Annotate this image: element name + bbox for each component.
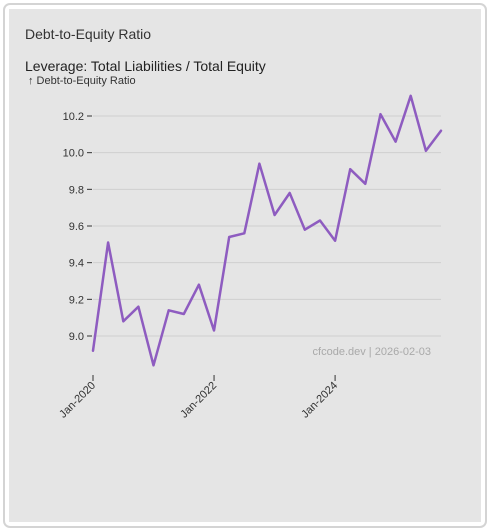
data-point [213,329,215,331]
y-tick-label: 10.0 [63,148,84,160]
data-point [334,240,336,242]
data-point [425,150,427,152]
data-point [92,350,94,352]
x-axis: Jan-2020 Jan-2022 Jan-2024 [57,375,340,421]
data-point [304,229,306,231]
data-point [183,313,185,315]
card-title: Debt-to-Equity Ratio [25,26,152,42]
y-tick-label: 9.0 [69,331,84,343]
data-point [137,306,139,308]
y-tick-label: 10.2 [63,111,84,123]
data-point [228,236,230,238]
data-point [440,130,442,132]
y-axis: 9.0 9.2 9.4 9.6 9.8 10.0 10.2 [63,111,92,343]
chart-title: Leverage: Total Liabilities / Total Equi… [25,58,266,74]
data-point [379,113,381,115]
data-point [289,192,291,194]
grid-lines [93,115,441,337]
series-line [91,94,443,367]
data-point [168,309,170,311]
watermark: cfcode.dev | 2026-02-03 [313,346,431,358]
y-tick-label: 9.4 [69,258,84,270]
data-point [364,183,366,185]
data-point [122,320,124,322]
y-tick-label: 9.6 [69,221,84,233]
data-point [410,95,412,97]
x-tick-label: Jan-2020 [57,380,98,421]
data-point [273,214,275,216]
x-tick-label: Jan-2022 [178,380,219,421]
y-tick-label: 9.8 [69,184,84,196]
data-point [107,241,109,243]
chart-card: Debt-to-Equity Ratio Leverage: Total Lia… [9,9,481,522]
data-point [258,163,260,165]
x-tick-label: Jan-2024 [299,380,340,421]
data-point [349,168,351,170]
data-point [152,364,154,366]
data-point [198,284,200,286]
data-point [243,232,245,234]
data-point [394,141,396,143]
y-axis-label: ↑ Debt-to-Equity Ratio [28,75,136,87]
y-tick-label: 9.2 [69,294,84,306]
data-point [319,219,321,221]
